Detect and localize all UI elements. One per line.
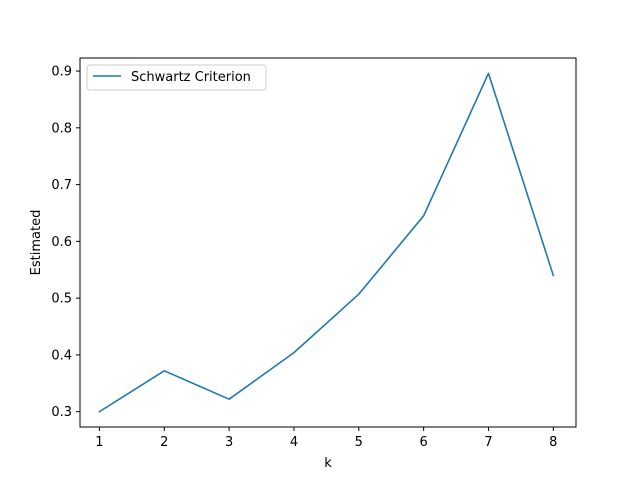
x-tick-label: 5 (355, 435, 363, 450)
axis-ticks: 1 2 3 4 5 6 7 8 0.3 0.4 0.5 0.6 0.7 0.8 0.9 (51, 65, 557, 450)
x-tick-label: 2 (160, 435, 168, 450)
x-tick-label: 4 (290, 435, 298, 450)
legend-box (86, 64, 267, 91)
legend-label-schwartz-criterion: Schwartz Criterion (131, 70, 251, 85)
legend: Schwartz Criterion (86, 64, 267, 91)
x-axis-label: k (324, 456, 332, 471)
y-tick-label: 0.7 (51, 178, 72, 193)
series-layer (98, 72, 555, 413)
x-tick-label: 6 (419, 435, 427, 450)
x-tick-label: 1 (95, 435, 103, 450)
y-tick-label: 0.8 (51, 121, 72, 136)
series-line-schwartz-criterion (98, 72, 555, 413)
x-tick-label: 3 (225, 435, 233, 450)
y-tick-label: 0.3 (51, 405, 72, 420)
y-axis-label: Estimated (29, 210, 44, 276)
y-tick-label: 0.4 (51, 348, 72, 363)
y-tick-label: 0.9 (51, 65, 72, 80)
axes-frame (79, 57, 577, 428)
x-tick-label: 7 (484, 435, 492, 450)
x-tick-label: 8 (549, 435, 557, 450)
y-tick-label: 0.5 (51, 292, 72, 307)
y-tick-label: 0.6 (51, 235, 72, 250)
